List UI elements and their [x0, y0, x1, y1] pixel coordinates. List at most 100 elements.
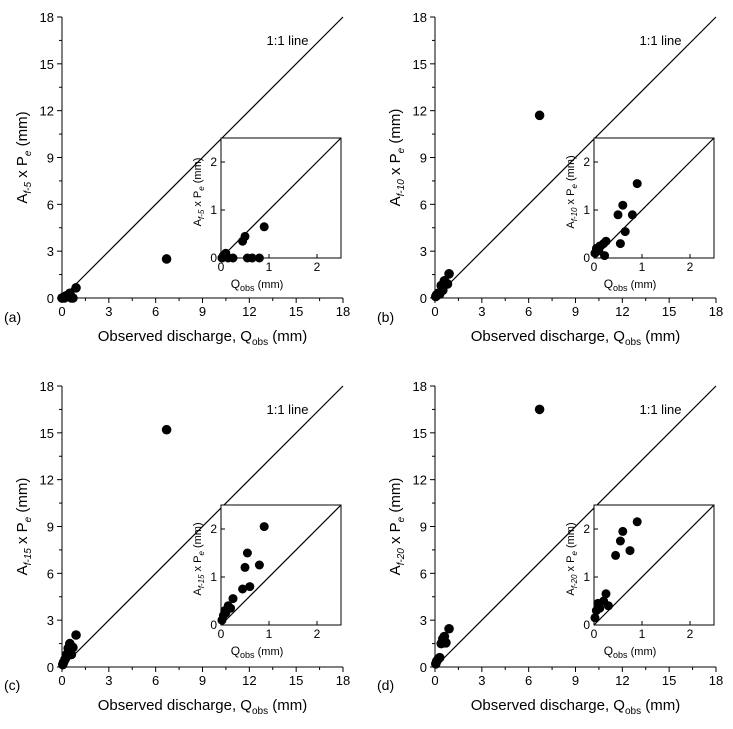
data-point	[71, 630, 81, 640]
x-tick-label: 3	[478, 673, 485, 688]
data-point	[444, 623, 454, 634]
inset-data-point	[603, 601, 613, 611]
inset-data-point	[240, 231, 250, 241]
y-tick-label: 12	[40, 473, 54, 488]
inset-y-axis-label: Af-5 x Pe (mm)	[192, 158, 206, 227]
data-point	[68, 642, 78, 653]
inset-data-point	[240, 562, 250, 572]
y-tick-label: 3	[420, 613, 427, 628]
inset-data-point	[254, 253, 264, 263]
inset-data-point	[242, 548, 252, 558]
data-point	[161, 254, 172, 264]
x-axis-label: Observed discharge, Qobs (mm)	[471, 697, 681, 717]
panel-label: (c)	[4, 677, 20, 693]
y-tick-label: 6	[47, 197, 54, 212]
inset-y-tick-label: 1	[210, 570, 217, 584]
inset-data-point	[632, 179, 642, 189]
x-tick-label: 6	[152, 673, 159, 688]
y-tick-label: 12	[413, 473, 427, 488]
inset-data-point	[627, 210, 637, 220]
inset-data-point	[595, 603, 605, 613]
inset-x-tick-label: 0	[218, 260, 225, 274]
inset-one-to-one-line	[593, 504, 715, 626]
panel-label: (b)	[377, 309, 394, 325]
x-tick-label: 18	[709, 673, 723, 688]
x-tick-label: 3	[105, 673, 112, 688]
inset-data-point	[615, 239, 625, 249]
inset-x-axis-label: Qobs (mm)	[604, 644, 657, 660]
inset-data-point	[625, 546, 635, 556]
inset-y-tick-label: 2	[210, 522, 217, 536]
x-tick-label: 12	[242, 673, 256, 688]
y-tick-label: 12	[413, 104, 427, 119]
inset-y-tick-label: 1	[583, 203, 590, 217]
y-tick-label: 6	[420, 566, 427, 581]
one-to-one-line	[434, 16, 717, 299]
x-tick-label: 0	[58, 304, 65, 319]
one-to-one-line	[61, 16, 344, 299]
inset-x-tick-label: 1	[266, 260, 273, 274]
inset-data-point	[615, 536, 625, 546]
x-tick-label: 3	[105, 304, 112, 319]
inset-y-tick-label: 0	[210, 251, 217, 265]
x-axis-label: Observed discharge, Qobs (mm)	[98, 697, 308, 717]
inset-data-point	[600, 251, 610, 261]
inset-x-tick-label: 0	[591, 260, 598, 274]
y-axis-label: Af-10 x Pe (mm)	[387, 109, 407, 207]
inset-x-tick-label: 1	[639, 627, 646, 641]
one-to-one-line-label: 1:1 line	[267, 33, 309, 48]
y-tick-label: 9	[420, 520, 427, 535]
x-tick-label: 9	[199, 673, 206, 688]
y-tick-label: 18	[40, 379, 54, 394]
data-point	[534, 404, 545, 415]
x-tick-label: 0	[431, 304, 438, 319]
inset-y-axis-label: Af-20 x Pe (mm)	[565, 522, 579, 595]
y-axis-label: Af-5 x Pe (mm)	[14, 111, 34, 203]
x-tick-label: 9	[572, 304, 579, 319]
inset-y-axis-label: Af-15 x Pe (mm)	[192, 522, 206, 595]
inset-y-tick-label: 1	[583, 570, 590, 584]
y-tick-label: 18	[413, 10, 427, 25]
inset-data-point	[226, 603, 236, 613]
inset-x-tick-label: 2	[314, 260, 321, 274]
y-axis-label: Af-20 x Pe (mm)	[387, 478, 407, 576]
y-tick-label: 18	[40, 10, 54, 25]
inset-data-point	[618, 526, 628, 536]
y-tick-label: 3	[47, 613, 54, 628]
data-point	[68, 293, 78, 303]
inset-data-point	[620, 227, 630, 237]
y-tick-label: 9	[47, 151, 54, 166]
one-to-one-line-label: 1:1 line	[640, 402, 682, 417]
x-tick-label: 3	[478, 304, 485, 319]
data-point	[71, 283, 81, 293]
x-tick-label: 18	[709, 304, 723, 319]
inset-x-tick-label: 1	[639, 260, 646, 274]
y-tick-label: 15	[413, 57, 427, 72]
inset-data-point	[228, 594, 238, 604]
inset-x-axis-label: Qobs (mm)	[231, 277, 284, 293]
inset-data-point	[254, 560, 264, 570]
x-tick-label: 18	[336, 304, 350, 319]
x-axis-label: Observed discharge, Qobs (mm)	[98, 328, 308, 348]
x-tick-label: 9	[199, 304, 206, 319]
x-tick-label: 0	[431, 673, 438, 688]
inset-data-point	[632, 517, 642, 527]
y-tick-label: 6	[47, 566, 54, 581]
inset-y-tick-label: 1	[210, 203, 217, 217]
inset-x-tick-label: 2	[687, 260, 694, 274]
panel-label: (d)	[377, 677, 394, 693]
data-point	[434, 652, 445, 663]
one-to-one-line-label: 1:1 line	[640, 33, 682, 48]
y-tick-label: 9	[47, 520, 54, 535]
inset-x-tick-label: 0	[591, 627, 598, 641]
inset-data-point	[259, 222, 269, 232]
y-tick-label: 9	[420, 151, 427, 166]
y-tick-label: 12	[40, 104, 54, 119]
one-to-one-line	[434, 385, 717, 668]
inset-chart: 0 1 2 0 1 2 Qobs (mm) Af-5 x Pe (mm)	[192, 137, 342, 293]
x-tick-label: 12	[615, 673, 629, 688]
panel-label: (a)	[4, 309, 21, 325]
y-tick-label: 15	[40, 57, 54, 72]
x-tick-label: 6	[152, 304, 159, 319]
